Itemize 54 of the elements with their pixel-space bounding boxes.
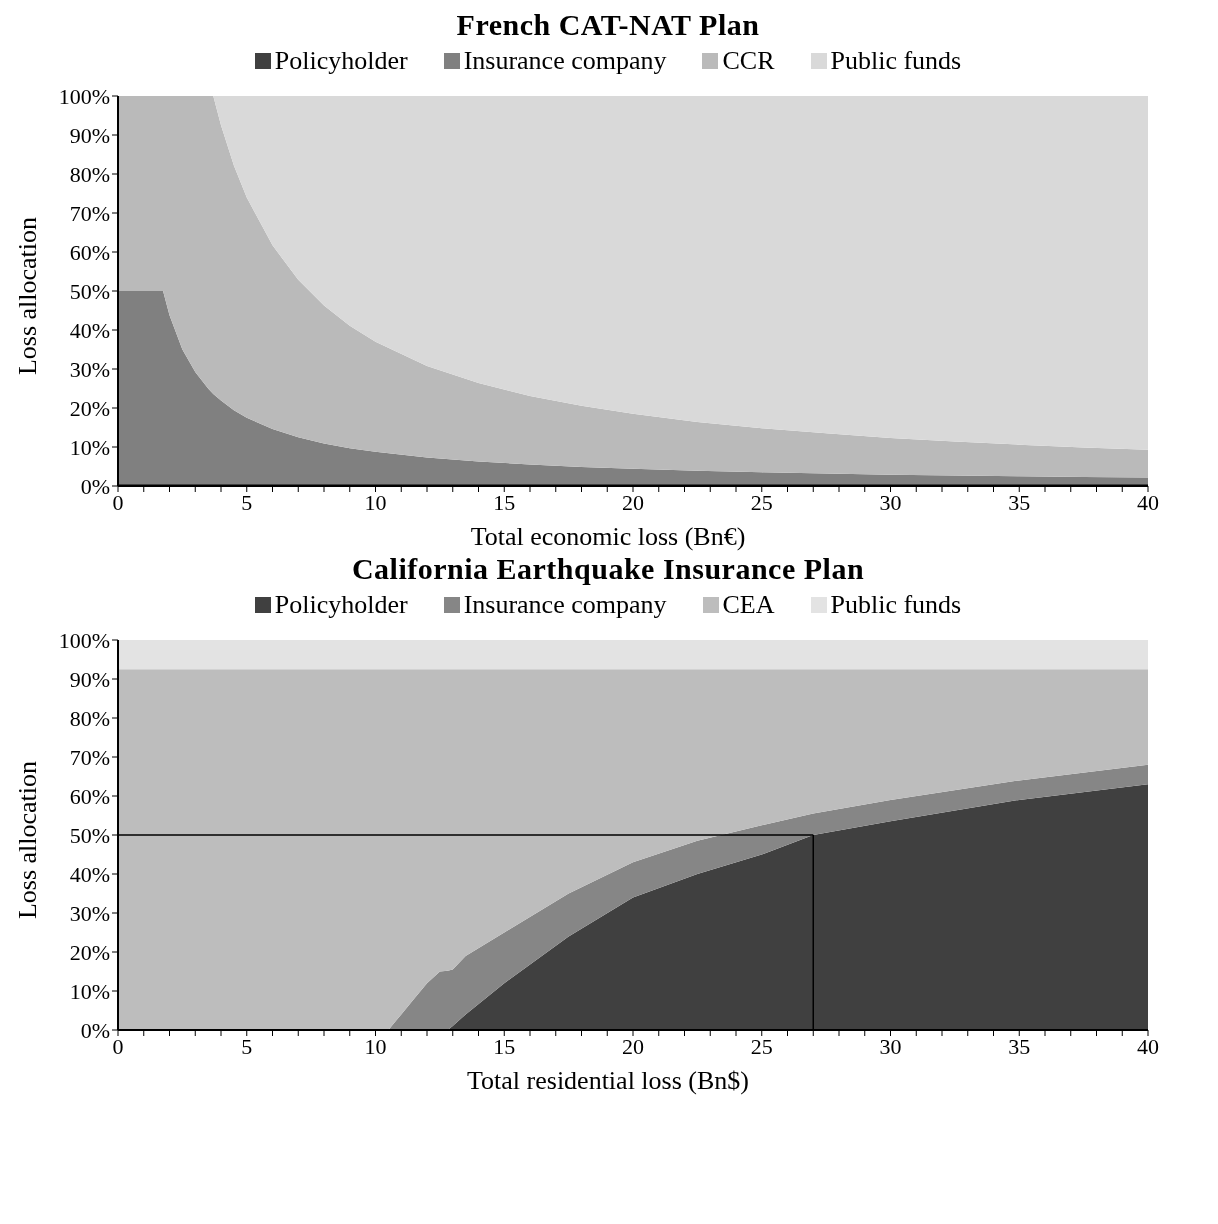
y-tick-label: 90%	[69, 122, 110, 148]
legend-label: CCR	[722, 46, 775, 76]
y-tick-label: 10%	[69, 434, 110, 460]
x-tick-label: 5	[241, 489, 253, 515]
y-tick-label: 60%	[69, 239, 110, 265]
y-tick-label: 40%	[69, 861, 110, 887]
y-tick-label: 70%	[69, 200, 110, 226]
x-tick-label: 0	[112, 489, 124, 515]
x-tick-label: 15	[493, 489, 516, 515]
y-tick-label: 50%	[69, 822, 110, 848]
y-tick-label: 60%	[69, 783, 110, 809]
x-tick-label: 15	[493, 1033, 516, 1059]
legend-label: CEA	[722, 590, 775, 620]
x-tick-label: 0	[112, 1033, 124, 1059]
y-tick-label: 0%	[80, 473, 110, 499]
x-tick-label: 20	[622, 489, 644, 515]
y-tick-label: 80%	[69, 161, 110, 187]
x-tick-label: 35	[1008, 489, 1031, 515]
y-tick-label: 70%	[69, 744, 110, 770]
y-tick-label: 20%	[69, 939, 110, 965]
y-tick-label: 10%	[69, 978, 110, 1004]
legend-label: Insurance company	[463, 590, 667, 620]
y-tick-label: 20%	[69, 395, 110, 421]
legend-label: Policyholder	[274, 46, 408, 76]
x-tick-label: 25	[750, 1033, 773, 1059]
y-tick-label: 0%	[80, 1017, 110, 1043]
y-tick-label: 100%	[58, 627, 110, 653]
x-tick-label: 30	[879, 489, 902, 515]
x-axis-title: Total residential loss (Bn$)	[466, 1066, 750, 1096]
y-axis-title: Loss allocation	[13, 760, 43, 920]
y-tick-label: 80%	[69, 705, 110, 731]
x-axis-title: Total economic loss (Bn€)	[469, 522, 747, 552]
y-axis-title: Loss allocation	[13, 216, 43, 376]
y-tick-label: 30%	[69, 356, 110, 382]
x-tick-label: 35	[1008, 1033, 1031, 1059]
chart-title: French CAT-NAT Plan	[455, 8, 761, 42]
legend-label: Public funds	[830, 46, 962, 76]
legend-label: Insurance company	[463, 46, 667, 76]
y-tick-label: 40%	[69, 317, 110, 343]
x-tick-label: 25	[750, 489, 773, 515]
y-tick-label: 100%	[58, 83, 110, 109]
y-tick-label: 50%	[69, 278, 110, 304]
x-tick-label: 40	[1137, 489, 1159, 515]
chart-title: California Earthquake Insurance Plan	[350, 552, 866, 586]
x-tick-label: 10	[364, 1033, 387, 1059]
x-tick-label: 30	[879, 1033, 902, 1059]
x-tick-label: 40	[1137, 1033, 1159, 1059]
y-tick-label: 30%	[69, 900, 110, 926]
x-tick-label: 5	[241, 1033, 253, 1059]
x-tick-label: 10	[364, 489, 387, 515]
x-tick-label: 20	[622, 1033, 644, 1059]
y-tick-label: 90%	[69, 666, 110, 692]
legend-label: Public funds	[830, 590, 962, 620]
legend-label: Policyholder	[274, 590, 408, 620]
